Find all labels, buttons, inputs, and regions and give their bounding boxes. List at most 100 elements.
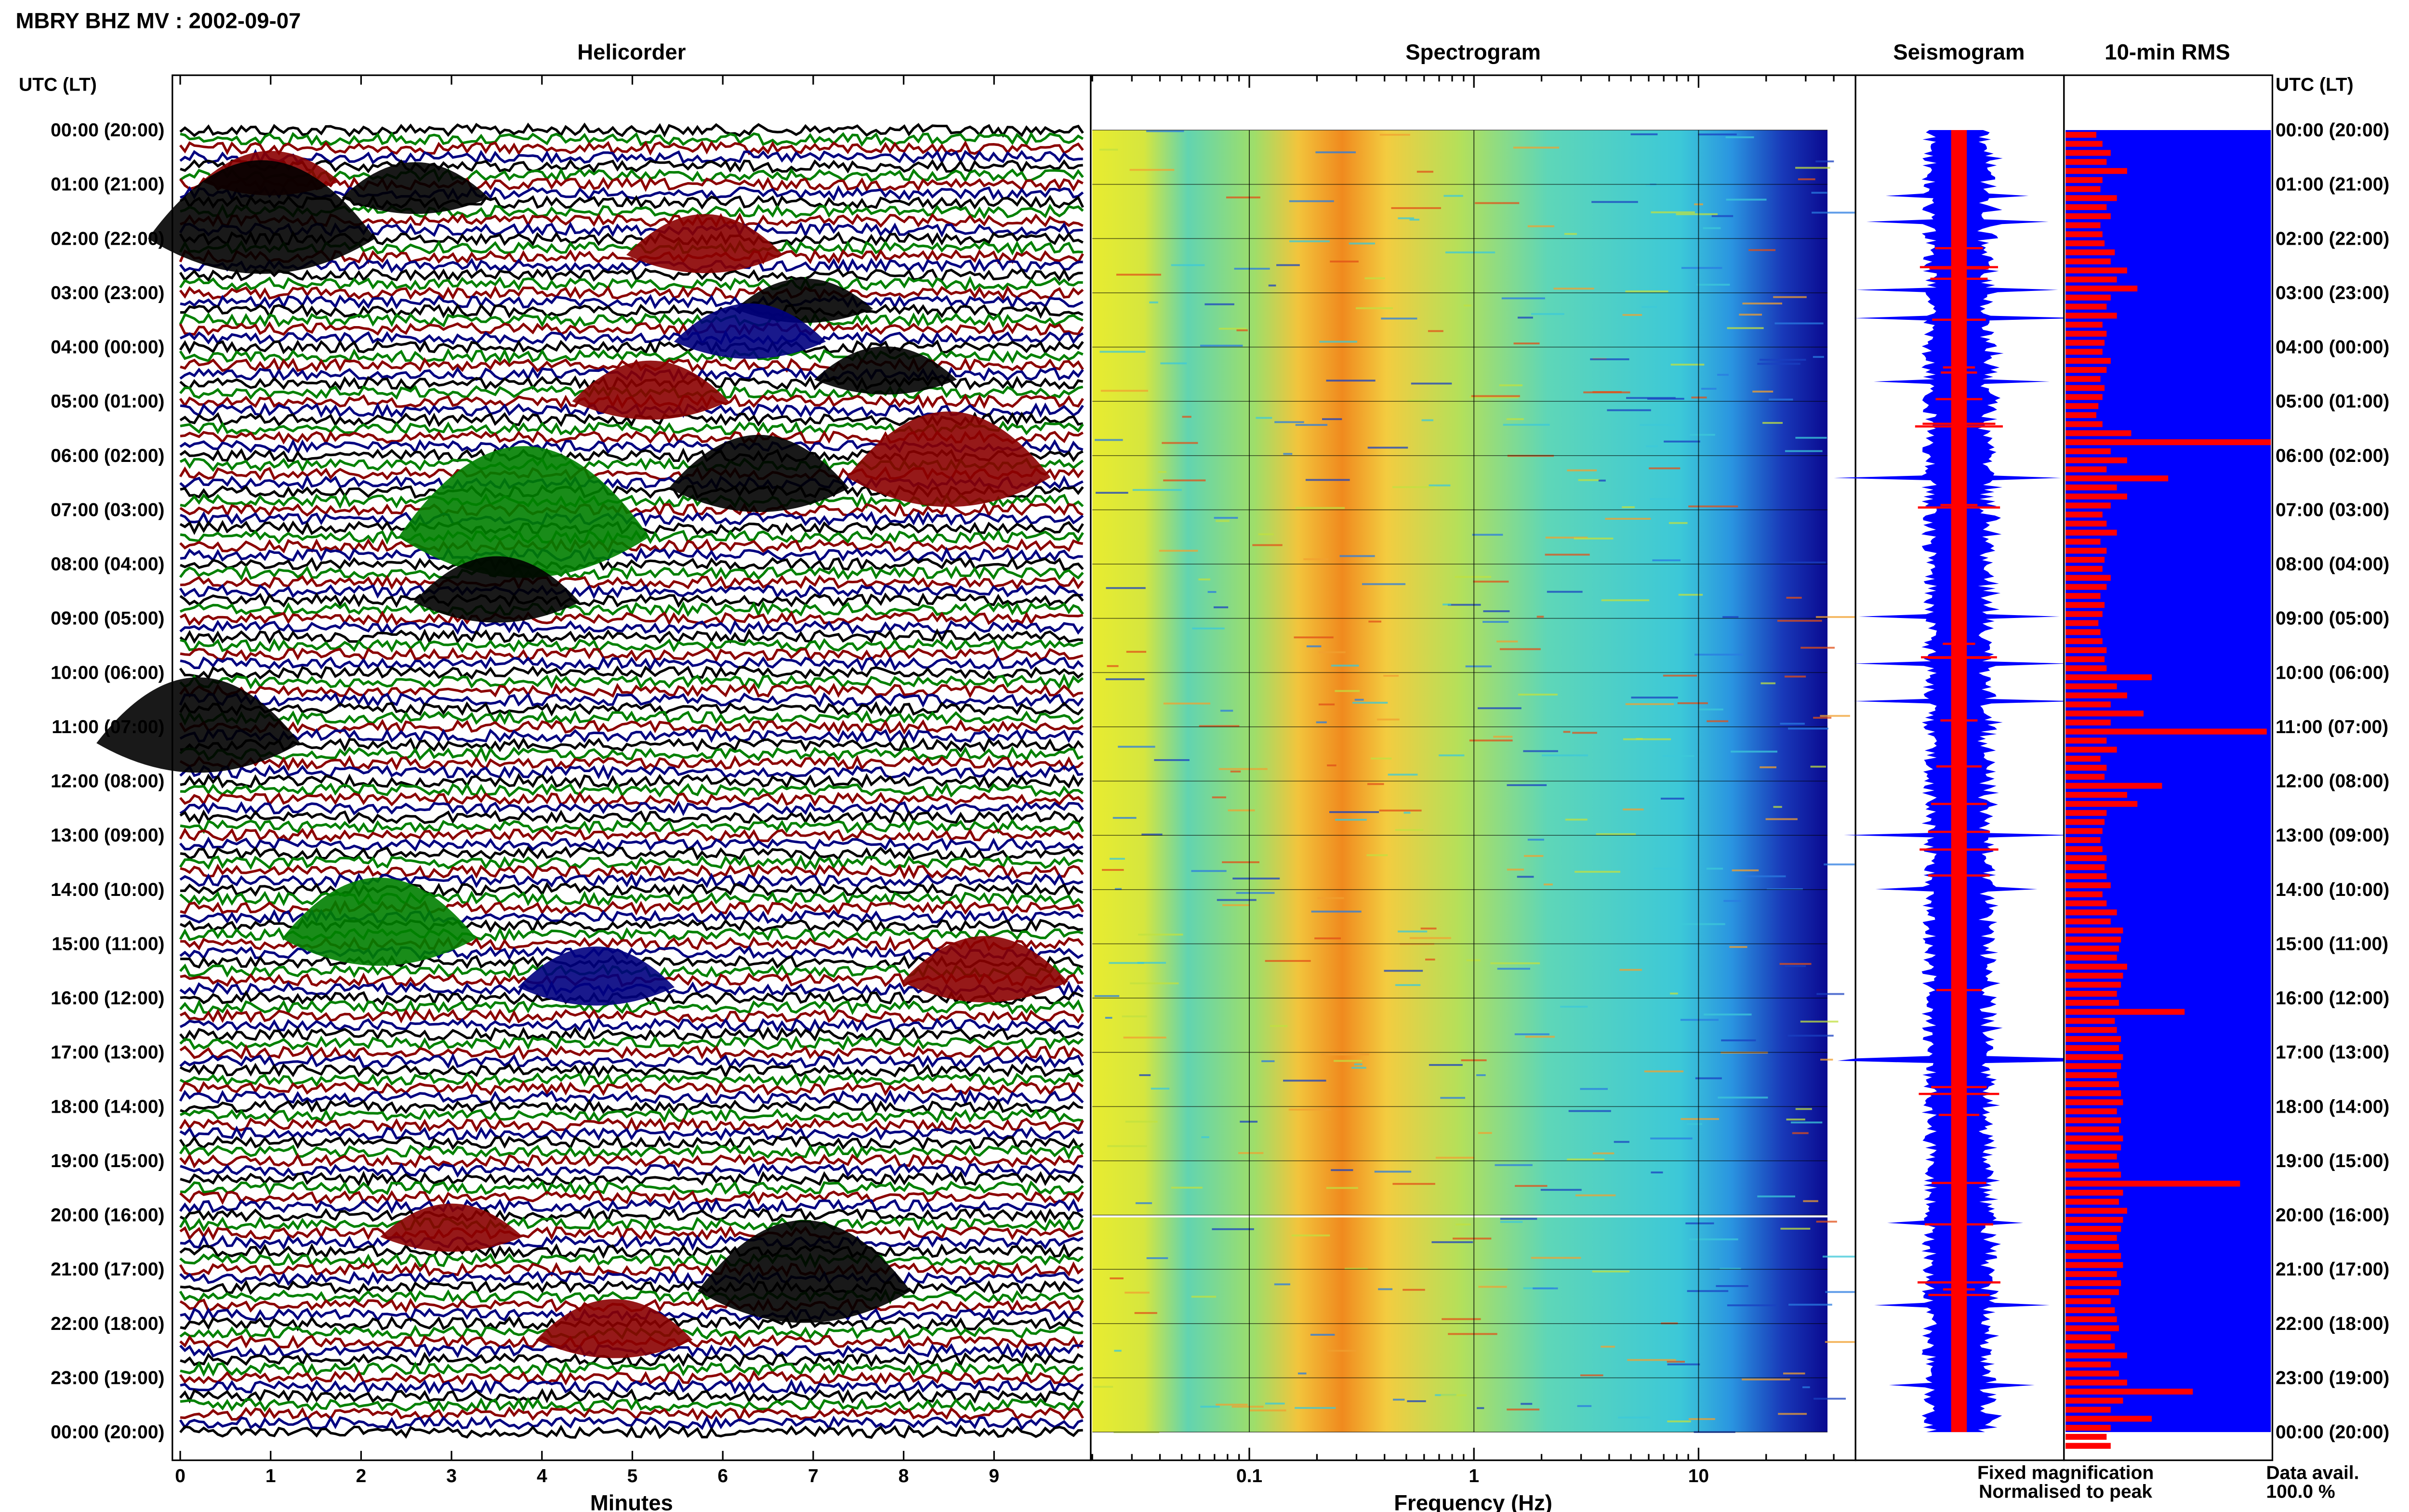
spectrogram-stripe bbox=[1651, 1171, 1663, 1174]
data-availability-label: Data avail. bbox=[2266, 1463, 2359, 1484]
spectrogram-stripe bbox=[1742, 875, 1786, 878]
spectrogram-stripe bbox=[1429, 484, 1451, 486]
spectrogram-stripe bbox=[1567, 1158, 1605, 1161]
rms-bar bbox=[2065, 1253, 2121, 1259]
spectrogram-stripe bbox=[1592, 1152, 1615, 1155]
helicorder-trace-row bbox=[180, 158, 1083, 174]
spectrogram-stripe bbox=[1533, 1287, 1558, 1289]
rms-bar bbox=[2065, 330, 2107, 337]
rms-bar bbox=[2065, 358, 2111, 364]
helicorder-trace-row bbox=[179, 1017, 1084, 1033]
spectrogram-stripe bbox=[1688, 505, 1738, 508]
spectrogram-stripe bbox=[1536, 616, 1544, 618]
spectrogram-stripe bbox=[1354, 1063, 1363, 1065]
spectrogram-stripe bbox=[1578, 479, 1600, 481]
helicorder-trace-row bbox=[179, 1388, 1084, 1404]
spectrogram-stripe bbox=[1614, 1141, 1629, 1143]
spectrogram-stripe bbox=[1409, 937, 1451, 939]
spectrogram-stripe bbox=[1780, 723, 1805, 725]
spectrogram-stripe bbox=[1354, 698, 1364, 701]
spectrogram-stripe bbox=[1217, 899, 1257, 901]
time-labels-left: 00:00 (20:00) 01:00 (21:00) 02:00 (22:00) 0… bbox=[51, 120, 164, 1443]
helicorder-event bbox=[398, 446, 649, 578]
spectrogram-stripe bbox=[1499, 648, 1541, 650]
spectrogram-stripe bbox=[1649, 467, 1681, 470]
time-label-right: 17:00 (13:00) bbox=[2276, 1042, 2389, 1063]
spectrogram-stripe bbox=[1721, 1039, 1756, 1041]
spectrogram-stripe bbox=[1452, 1237, 1492, 1240]
spectrogram-panel-title: Spectrogram bbox=[1405, 40, 1541, 65]
spectrogram-stripe bbox=[1787, 1035, 1834, 1037]
time-label-right: 20:00 (16:00) bbox=[2276, 1205, 2389, 1226]
spectrogram-stripe bbox=[1163, 702, 1211, 705]
helicorder-tick-label: 8 bbox=[899, 1466, 909, 1486]
spectrogram-stripe bbox=[1374, 1170, 1412, 1173]
spectrogram-stripe bbox=[1146, 1257, 1168, 1259]
spectrogram-stripe bbox=[1318, 703, 1335, 706]
time-label-left: 09:00 (05:00) bbox=[51, 608, 164, 629]
spectrogram-stripe bbox=[1100, 390, 1148, 392]
rms-bar bbox=[2065, 764, 2107, 771]
seismogram-spike bbox=[1918, 506, 2000, 509]
spectrogram-stripe bbox=[1381, 317, 1417, 320]
spectrogram-stripe bbox=[1815, 160, 1834, 163]
rms-bar bbox=[2065, 999, 2119, 1006]
spectrogram-stripe bbox=[1326, 380, 1376, 382]
helicorder-trace-row bbox=[179, 1089, 1084, 1106]
rms-bar bbox=[2065, 439, 2271, 446]
spectrogram-stripe bbox=[1483, 610, 1510, 612]
helicorder-trace-row bbox=[180, 646, 1084, 663]
helicorder-trace-row bbox=[179, 728, 1084, 744]
rms-bar bbox=[2065, 1271, 2117, 1277]
helicorder-trace-row bbox=[179, 176, 1084, 192]
rms-bar bbox=[2065, 321, 2103, 328]
spectrogram-stripe bbox=[1289, 240, 1330, 242]
spectrogram-stripe bbox=[1725, 136, 1754, 138]
rms-bar bbox=[2065, 1208, 2127, 1214]
spectrogram-stripe bbox=[1314, 937, 1341, 940]
rms-bar bbox=[2065, 258, 2111, 264]
spectrogram-stripe bbox=[1625, 290, 1668, 293]
spectrogram-stripe bbox=[1667, 1361, 1685, 1363]
spectrogram-stripe bbox=[1698, 708, 1723, 710]
spectrogram-stripe bbox=[1403, 812, 1411, 814]
seismogram-spike bbox=[1929, 267, 1989, 270]
spectrogram-stripe bbox=[1367, 783, 1384, 785]
spectrogram-stripe bbox=[1727, 1304, 1776, 1306]
spectrogram-stripe bbox=[1249, 1409, 1286, 1412]
spectrogram-stripe bbox=[1778, 1413, 1807, 1415]
spectrogram-stripe bbox=[1506, 418, 1524, 421]
helicorder-trace-row bbox=[179, 746, 1084, 763]
helicorder-trace-row bbox=[179, 1216, 1084, 1232]
seismogram-spike bbox=[1943, 1288, 1975, 1291]
spectrogram-stripe bbox=[1596, 833, 1636, 835]
spectrogram-stripe bbox=[1134, 1312, 1157, 1314]
spectrogram-stripe bbox=[1138, 933, 1183, 936]
helicorder-trace-row bbox=[180, 846, 1084, 861]
spectrogram-stripe bbox=[1191, 1296, 1217, 1298]
rms-bar bbox=[2065, 1099, 2123, 1105]
spectrogram-stripe bbox=[1329, 811, 1379, 813]
spectrogram-stripe bbox=[1192, 627, 1225, 630]
spectrogram-stripe bbox=[1670, 364, 1705, 366]
spectrogram-stripe bbox=[1317, 897, 1344, 899]
rms-bar bbox=[2065, 1117, 2121, 1124]
spectrogram-stripe bbox=[1216, 520, 1230, 522]
helicorder-trace-row bbox=[179, 855, 1084, 870]
helicorder-tick-label: 0 bbox=[175, 1466, 185, 1486]
spectrogram-stripe bbox=[1601, 599, 1650, 602]
spectrogram-stripe bbox=[1270, 1025, 1288, 1027]
helicorder-trace-row bbox=[180, 782, 1084, 798]
rms-bar bbox=[2065, 692, 2127, 698]
time-label-right: 13:00 (09:00) bbox=[2276, 825, 2389, 846]
rms-bar bbox=[2065, 982, 2121, 988]
time-label-right: 22:00 (18:00) bbox=[2276, 1314, 2389, 1334]
rms-bar bbox=[2065, 1189, 2123, 1196]
time-label-right: 14:00 (10:00) bbox=[2276, 880, 2389, 900]
spectrogram-stripe bbox=[1398, 217, 1414, 220]
spectrogram-stripe bbox=[1139, 1074, 1151, 1077]
rms-bar bbox=[2065, 1416, 2152, 1422]
time-label-left: 13:00 (09:00) bbox=[51, 825, 164, 846]
rms-bar bbox=[2065, 629, 2101, 635]
spectrogram-stripe bbox=[1330, 260, 1359, 263]
